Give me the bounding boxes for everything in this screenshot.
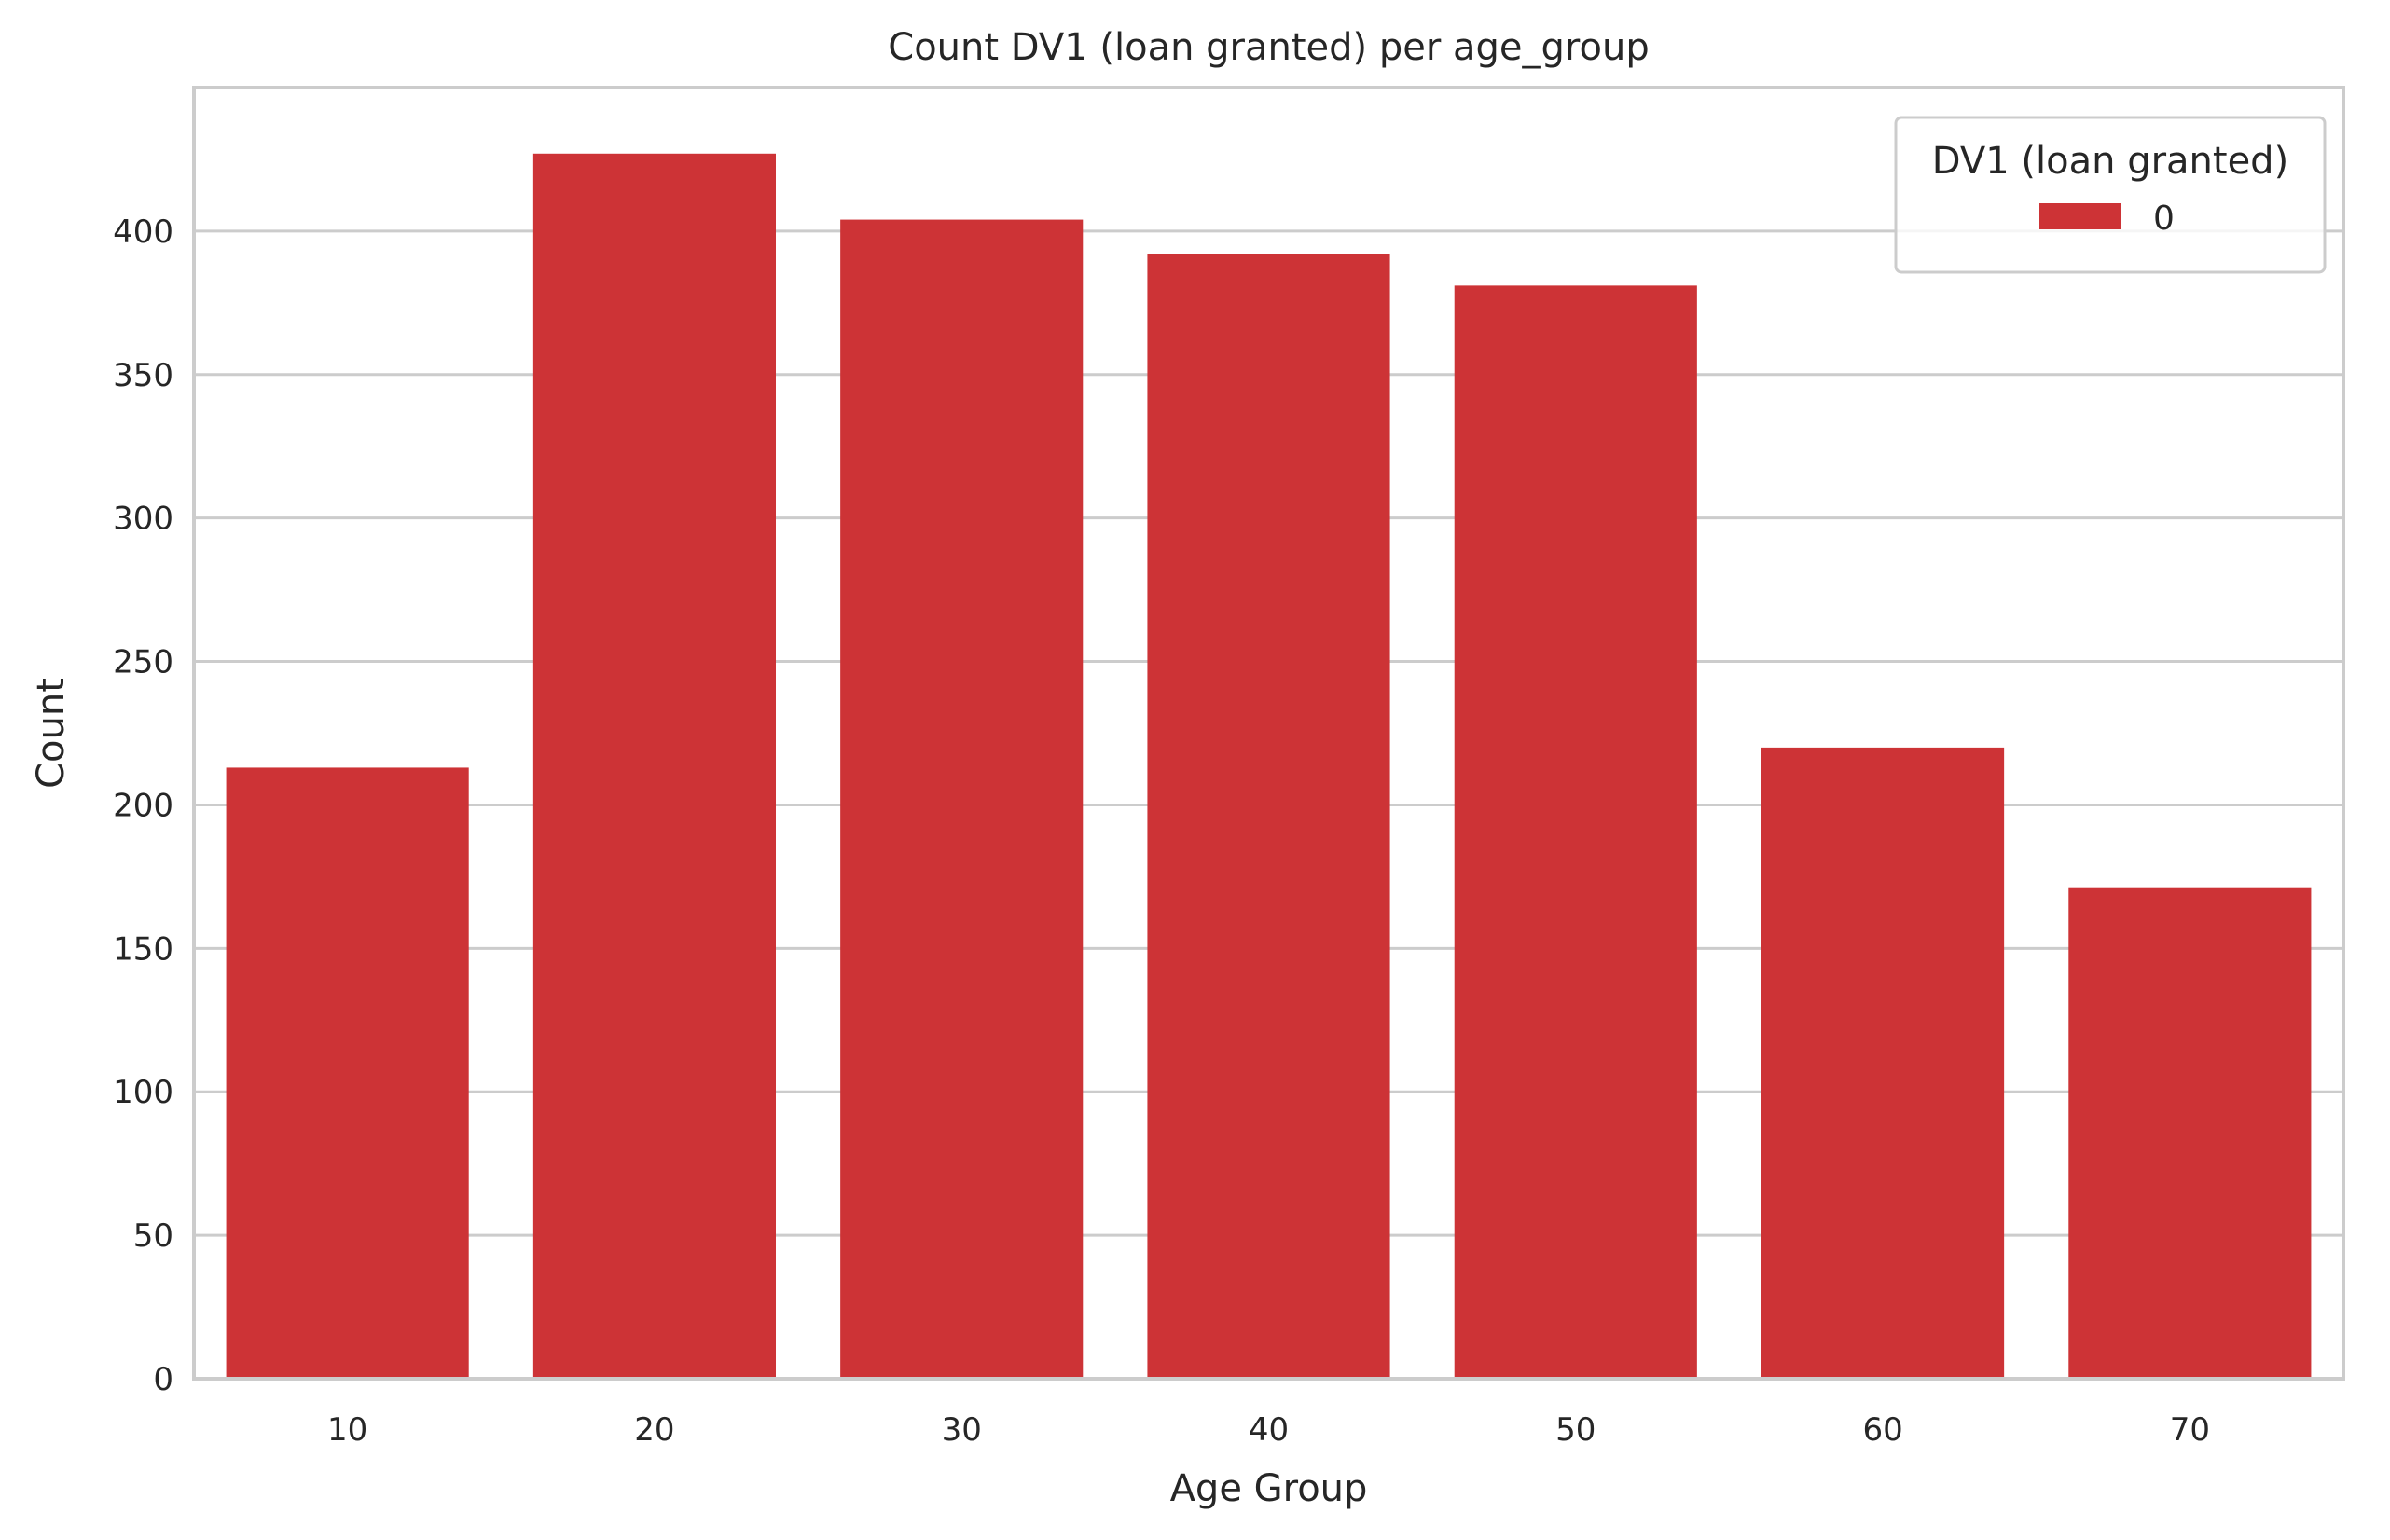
bars-layer bbox=[226, 153, 2312, 1380]
bar-10 bbox=[226, 767, 469, 1379]
y-tick-label: 0 bbox=[153, 1361, 173, 1398]
x-tick-label: 50 bbox=[1555, 1411, 1596, 1449]
y-tick-label: 200 bbox=[113, 787, 173, 824]
bar-20 bbox=[532, 153, 776, 1379]
y-tick-label: 250 bbox=[113, 644, 173, 681]
bar-40 bbox=[1147, 254, 1390, 1379]
chart-title: Count DV1 (loan granted) per age_group bbox=[888, 26, 1649, 69]
y-axis-label: Count bbox=[30, 678, 73, 789]
y-tick-label: 400 bbox=[113, 213, 173, 251]
legend-swatch bbox=[2039, 203, 2121, 229]
bar-50 bbox=[1454, 285, 1697, 1379]
y-tick-label: 50 bbox=[133, 1217, 173, 1255]
x-tick-label: 40 bbox=[1249, 1411, 1289, 1449]
x-tick-label: 60 bbox=[1862, 1411, 1902, 1449]
legend-title: DV1 (loan granted) bbox=[1932, 140, 2288, 183]
plot-frame bbox=[192, 86, 2345, 1381]
y-tick-label: 300 bbox=[113, 501, 173, 538]
bar-30 bbox=[840, 219, 1084, 1380]
x-tick-label: 70 bbox=[2170, 1411, 2210, 1449]
bar-60 bbox=[1761, 747, 2005, 1379]
legend-box bbox=[1894, 116, 2327, 274]
x-tick-labels: 10 20 30 40 50 60 70 bbox=[327, 1411, 2210, 1449]
y-tick-label: 100 bbox=[113, 1074, 173, 1111]
x-axis-label: Age Group bbox=[1170, 1467, 1368, 1510]
y-tick-label: 350 bbox=[113, 357, 173, 394]
y-tick-label: 150 bbox=[113, 930, 173, 968]
bar-70 bbox=[2068, 887, 2312, 1379]
legend: DV1 (loan granted) 0 bbox=[1894, 116, 2327, 274]
legend-series-label: 0 bbox=[2153, 199, 2175, 238]
x-tick-label: 10 bbox=[327, 1411, 367, 1449]
x-tick-label: 30 bbox=[942, 1411, 982, 1449]
x-tick-label: 20 bbox=[634, 1411, 674, 1449]
y-tick-labels: 0 50 100 150 200 250 300 350 400 bbox=[113, 213, 173, 1398]
